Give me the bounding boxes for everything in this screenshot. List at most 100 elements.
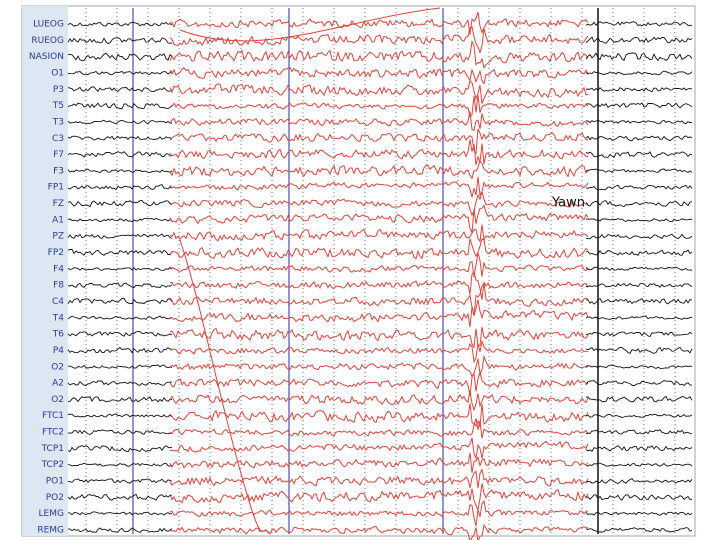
channel-label: PZ — [52, 232, 64, 242]
eeg-trace — [169, 468, 589, 489]
eeg-trace — [169, 418, 589, 439]
eeg-trace — [169, 437, 589, 460]
channel-label: FZ — [53, 199, 64, 209]
eeg-trace — [585, 315, 693, 320]
eeg-trace — [585, 527, 693, 533]
eeg-trace — [67, 444, 173, 453]
channel-label: FTC2 — [42, 428, 64, 438]
eeg-trace — [585, 494, 693, 501]
eeg-trace — [67, 266, 173, 271]
eeg-trace — [67, 315, 173, 320]
eeg-trace — [169, 370, 589, 396]
eeg-trace — [67, 527, 173, 534]
channel-label: REMG — [37, 526, 64, 536]
eeg-trace — [169, 224, 589, 243]
channel-label: F4 — [53, 264, 64, 274]
channel-label: F8 — [53, 281, 64, 291]
channel-label: T6 — [52, 330, 64, 340]
eeg-trace — [67, 380, 173, 387]
eeg-trace — [67, 413, 173, 418]
eeg-trace — [169, 204, 589, 235]
channel-label: T4 — [52, 313, 64, 323]
channel-label: O2 — [51, 362, 64, 372]
eeg-trace — [67, 462, 173, 467]
eeg-trace — [585, 395, 693, 403]
eeg-trace — [585, 200, 693, 208]
eeg-trace — [67, 119, 173, 125]
channel-label: A1 — [52, 215, 64, 225]
channel-label: PO1 — [46, 477, 64, 487]
eeg-trace — [585, 266, 693, 271]
eeg-trace — [169, 238, 589, 260]
eeg-trace — [67, 70, 173, 76]
channel-label: FTC1 — [42, 411, 64, 421]
eeg-trace — [169, 94, 589, 118]
eeg-trace — [169, 189, 589, 217]
eeg-trace — [585, 429, 693, 435]
eeg-trace — [67, 200, 173, 208]
eeg-trace — [67, 217, 173, 223]
eeg-trace — [585, 70, 693, 76]
eeg-trace — [169, 299, 589, 328]
eeg-trace — [67, 429, 173, 435]
eeg-trace — [585, 233, 693, 240]
channel-label: T3 — [52, 117, 64, 127]
channel-label: T5 — [52, 101, 64, 111]
channel-label: P3 — [53, 85, 64, 95]
channel-label: F7 — [53, 150, 64, 160]
eeg-trace — [169, 25, 589, 55]
eeg-trace — [169, 11, 589, 35]
eeg-trace — [67, 52, 173, 62]
eeg-trace — [585, 151, 693, 158]
eeg-trace — [586, 297, 693, 305]
channel-label: FP2 — [48, 248, 64, 258]
eeg-trace — [67, 364, 173, 369]
eeg-trace — [585, 21, 693, 27]
eeg-trace — [169, 271, 589, 300]
eeg-trace — [585, 462, 693, 467]
eye-artifact — [179, 239, 271, 535]
eeg-trace — [169, 176, 589, 198]
annotation: Yawn — [551, 196, 585, 211]
channel-label: P4 — [53, 346, 64, 356]
eeg-trace — [169, 281, 589, 316]
eeg-trace — [67, 248, 173, 256]
eeg-trace — [67, 478, 173, 484]
eeg-trace — [169, 139, 589, 166]
eeg-trace — [169, 390, 589, 412]
eeg-trace — [169, 327, 589, 349]
eeg-trace — [585, 331, 693, 338]
eeg-trace — [585, 218, 693, 223]
channel-label: A2 — [52, 379, 64, 389]
channel-label: O2 — [51, 395, 64, 405]
eeg-trace — [585, 119, 693, 125]
eeg-trace — [169, 39, 589, 69]
channel-panel — [22, 6, 68, 536]
eeg-trace — [67, 37, 173, 45]
eeg-trace — [585, 168, 693, 174]
time-grid — [85, 8, 676, 534]
eeg-trace — [169, 483, 589, 512]
eeg-trace — [585, 184, 693, 191]
eeg-trace — [169, 66, 589, 85]
eeg-trace — [67, 21, 173, 27]
channel-label: F3 — [53, 166, 64, 176]
eye-artifact — [179, 7, 441, 42]
channel-label: NASION — [29, 52, 64, 62]
eeg-trace — [67, 135, 173, 141]
eeg-trace — [585, 135, 693, 142]
channel-label: RUEOG — [31, 36, 64, 46]
channel-label: C4 — [52, 297, 64, 307]
eeg-trace — [169, 111, 589, 132]
eeg-trace — [67, 346, 173, 354]
eeg-trace — [585, 478, 693, 485]
eeg-trace — [169, 453, 589, 473]
eeg-trace — [169, 159, 589, 180]
eeg-trace — [585, 87, 693, 93]
eeg-trace — [67, 297, 173, 305]
traces — [67, 7, 693, 540]
channel-labels: LUEOG RUEOG NASION O1 P3 T5 T3 C3 F7 F3 FP1 FZ A1 PZ F… — [29, 20, 64, 536]
eeg-trace — [585, 413, 693, 418]
eeg-trace — [169, 523, 589, 540]
